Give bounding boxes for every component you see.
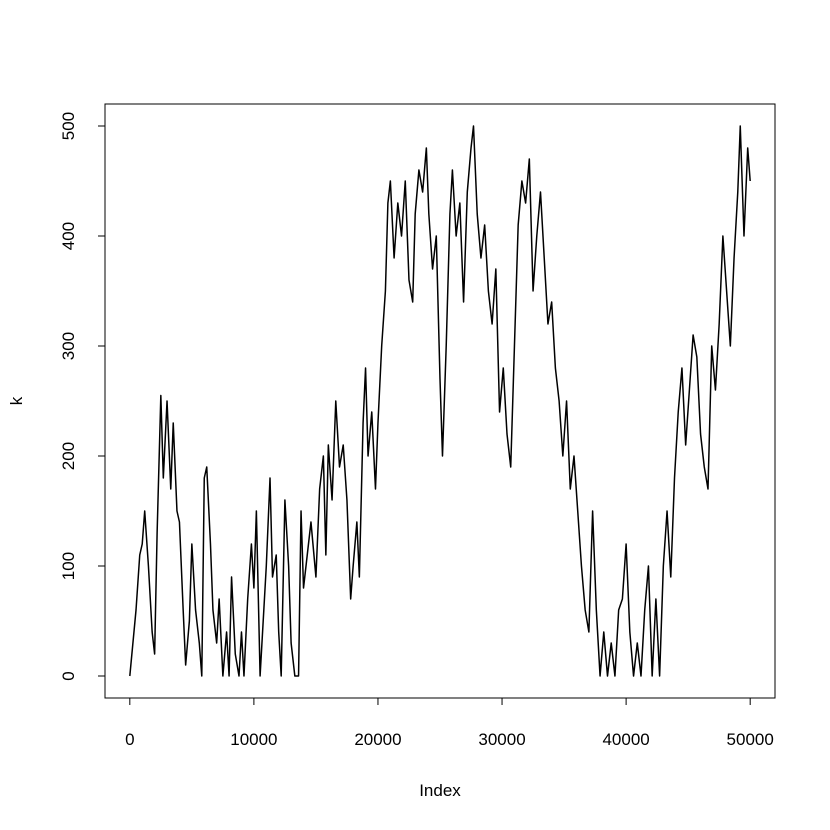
series-line [129, 125, 751, 677]
y-tick-label: 0 [59, 671, 78, 680]
y-tick-label: 400 [59, 222, 78, 250]
x-axis-label: Index [419, 781, 461, 800]
y-axis-label: k [7, 396, 26, 405]
x-tick-label: 40000 [602, 730, 649, 749]
x-tick-label: 30000 [478, 730, 525, 749]
x-tick-label: 0 [125, 730, 134, 749]
x-tick-label: 20000 [354, 730, 401, 749]
y-tick-label: 500 [59, 112, 78, 140]
y-tick-label: 100 [59, 552, 78, 580]
x-tick-label: 50000 [727, 730, 774, 749]
y-tick-label: 300 [59, 332, 78, 360]
x-tick-label: 10000 [230, 730, 277, 749]
y-tick-label: 200 [59, 442, 78, 470]
